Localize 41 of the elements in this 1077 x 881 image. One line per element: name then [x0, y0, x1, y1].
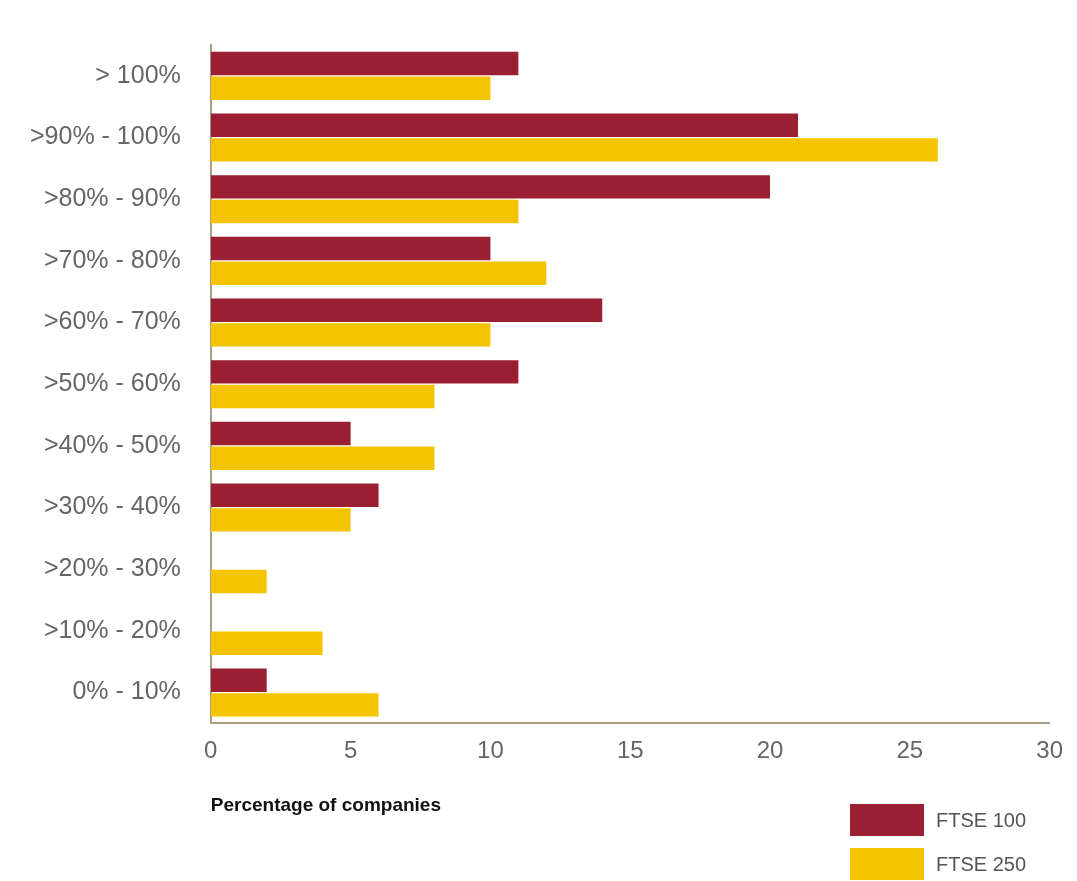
y-tick-label: >30% - 40%: [43, 491, 181, 520]
bar: [210, 236, 491, 261]
bar: [210, 631, 323, 655]
x-tick-label: 10: [477, 736, 504, 764]
y-tick-label: 0% - 10%: [72, 676, 181, 705]
x-tick-label: 5: [343, 736, 358, 764]
bar: [210, 446, 435, 470]
x-tick-label: 25: [896, 736, 924, 764]
bar: [210, 113, 798, 137]
y-tick-label: >80% - 90%: [43, 183, 181, 212]
bar: [210, 668, 267, 692]
bar: [210, 360, 519, 384]
y-tick-label: >50% - 60%: [43, 368, 181, 397]
y-tick-label: >70% - 80%: [43, 244, 181, 273]
y-tick-label: >10% - 20%: [43, 614, 181, 643]
x-tick-label: 0: [204, 736, 218, 764]
y-tick-label: >60% - 70%: [43, 306, 181, 335]
bar: [210, 483, 379, 507]
legend-label: FTSE 250: [936, 852, 1027, 876]
y-tick-label: >90% - 100%: [30, 121, 181, 150]
bar: [210, 298, 603, 322]
bar: [210, 421, 351, 446]
x-axis-title: Percentage of companies: [210, 793, 441, 815]
bar: [210, 508, 351, 532]
bar: [210, 693, 379, 717]
legend-label: FTSE 100: [936, 808, 1027, 832]
y-tick-label: >40% - 50%: [43, 429, 181, 458]
x-tick-label: 30: [1036, 736, 1063, 764]
x-tick-label: 20: [756, 736, 784, 764]
bar: [210, 323, 491, 347]
bar: [210, 175, 771, 199]
y-tick-label: >20% - 30%: [43, 553, 181, 582]
bar: [210, 569, 267, 594]
bar: [210, 384, 435, 409]
y-tick-label: > 100%: [95, 59, 181, 88]
bar: [210, 261, 547, 285]
bar: [210, 76, 491, 100]
bar: [210, 51, 519, 76]
x-tick-label: 15: [616, 736, 644, 764]
bar: [210, 138, 938, 162]
bar: [210, 199, 519, 224]
